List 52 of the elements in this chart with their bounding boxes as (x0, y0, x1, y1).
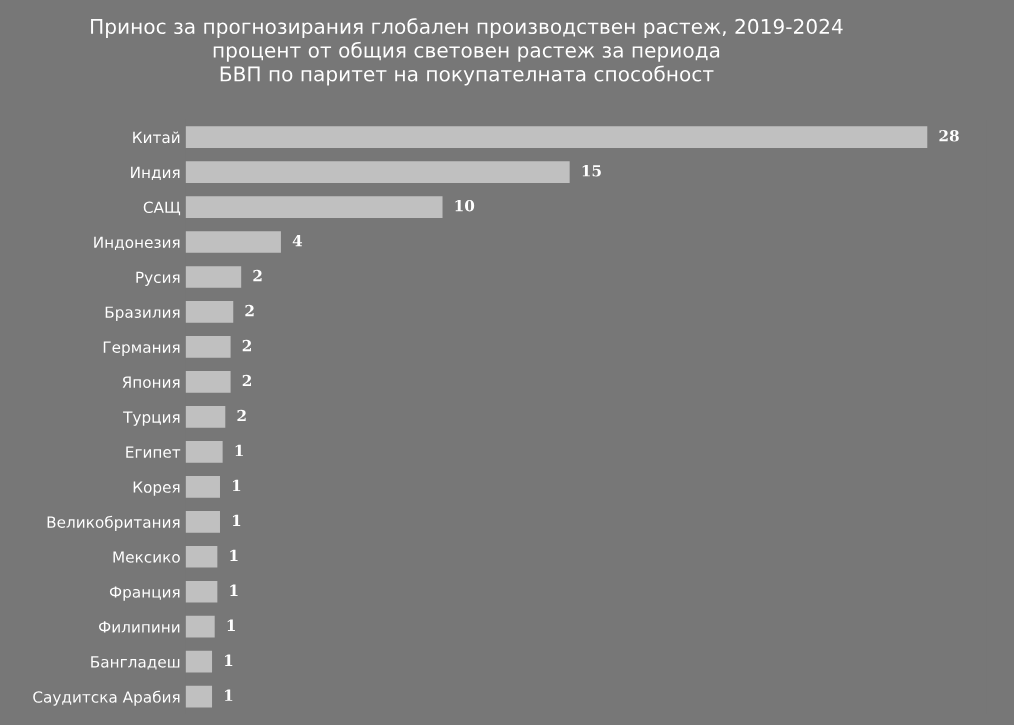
bar (185, 685, 213, 708)
bar (185, 406, 226, 428)
data-label: 2 (242, 374, 251, 387)
data-label: 28 (939, 129, 959, 142)
y-tick-label: САЩ (143, 201, 181, 216)
data-label: 1 (230, 549, 238, 561)
chart-title: Принос за прогнозирания глобален производствен растеж, 2019-2024 процент от общия световен растеж за периода БВП по паритет на покупателната способност (91, 18, 843, 86)
bar (185, 580, 218, 603)
data-label: 1 (232, 479, 241, 492)
y-tick-label: Мексико (113, 551, 180, 563)
data-label: 2 (237, 409, 246, 422)
data-label: 4 (292, 234, 303, 247)
bar (185, 545, 218, 568)
bar (185, 441, 223, 463)
data-label: 2 (242, 339, 251, 352)
y-tick-label: Саудитска Арабия (33, 690, 180, 706)
bar (185, 161, 570, 183)
y-tick-label: Корея (133, 481, 180, 496)
y-tick-label: Бангладеш (91, 656, 180, 670)
data-label: 1 (225, 689, 233, 701)
bar (185, 650, 213, 673)
bar (185, 301, 234, 323)
bar (185, 615, 215, 638)
data-label: 1 (225, 654, 233, 666)
bar (185, 336, 231, 358)
data-label: 1 (230, 584, 238, 596)
y-tick-label: Русия (136, 271, 180, 286)
bar (185, 475, 220, 498)
data-label: 1 (235, 444, 243, 457)
y-tick-label: Германия (103, 341, 180, 356)
bar (185, 126, 928, 148)
data-label: 10 (455, 199, 475, 212)
data-label: 15 (582, 164, 601, 177)
bar (185, 371, 231, 393)
y-tick-label: Япония (122, 376, 180, 388)
bar (185, 196, 443, 218)
y-tick-label: Турция (123, 411, 180, 426)
data-label: 1 (232, 514, 241, 526)
y-tick-label: Франция (109, 586, 180, 601)
data-label: 1 (227, 619, 235, 631)
y-tick-label: Египет (126, 446, 181, 458)
bar (185, 510, 220, 533)
y-tick-label: Филипини (99, 621, 180, 633)
y-tick-label: Индонезия (94, 236, 180, 250)
data-label: 2 (245, 304, 254, 317)
bar (185, 231, 281, 253)
y-tick-label: Китай (133, 131, 180, 144)
y-tick-label: Великобритания (47, 515, 180, 531)
y-tick-label: Индия (131, 166, 180, 180)
y-tick-label: Бразилия (105, 306, 180, 321)
bar (185, 266, 242, 288)
data-label: 2 (253, 269, 262, 282)
